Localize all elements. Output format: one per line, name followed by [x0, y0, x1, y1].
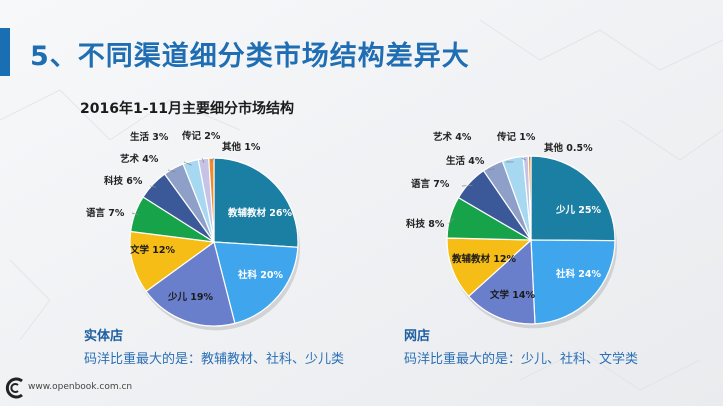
- slice-label: 语言 7%: [411, 178, 450, 190]
- slice-label: 生活 4%: [446, 155, 485, 167]
- caption-body: 码洋比重最大的是：教辅教材、社科、少儿类: [84, 352, 345, 367]
- slice-label: 社科 24%: [555, 268, 602, 280]
- slice-label: 文学 14%: [489, 289, 536, 301]
- leader-line: [487, 168, 495, 171]
- slice-label: 教辅教材 12%: [451, 253, 517, 265]
- slice-label: 少儿 19%: [167, 291, 214, 303]
- caption-online-store: 网店 码洋比重最大的是：少儿、社科、文学类: [404, 325, 638, 367]
- pie-chart-physical-store: 教辅教材 26% 社科 20% 少儿 19% 文学 12% 语言 7% 科技 6% 艺术 4…: [86, 130, 300, 331]
- leader-line: [167, 169, 176, 173]
- slice-label: 艺术 4%: [433, 131, 472, 143]
- slice-label: 社科 20%: [237, 269, 284, 281]
- slice-label: 少儿 25%: [555, 204, 602, 216]
- slide-title: 5、不同渠道细分类市场结构差异大: [30, 41, 470, 72]
- title-accent: [0, 28, 10, 76]
- slice-label: 教辅教材 26%: [227, 207, 293, 219]
- slice-label: 科技 8%: [406, 218, 445, 230]
- slice-label: 传记 1%: [496, 131, 536, 143]
- pie-slice-1: [530, 155, 616, 242]
- title-bar: 5、不同渠道细分类市场结构差异大: [0, 28, 723, 76]
- slice-label: 传记 2%: [181, 130, 221, 142]
- openbook-logo-icon: [5, 377, 23, 399]
- leader-line: [211, 157, 215, 163]
- slice-label: 其他 1%: [222, 141, 261, 153]
- slice-label: 语言 7%: [86, 207, 125, 219]
- pie-slice-2: [530, 239, 616, 325]
- caption-head: 网店: [404, 329, 431, 344]
- caption-physical-store: 实体店 码洋比重最大的是：教辅教材、社科、少儿类: [84, 325, 344, 367]
- slice-label: 其他 0.5%: [544, 142, 593, 154]
- caption-head: 实体店: [84, 329, 124, 344]
- caption-body: 码洋比重最大的是：少儿、社科、文学类: [404, 352, 639, 367]
- pie-rim: [446, 155, 616, 325]
- slice-label: 文学 12%: [129, 244, 176, 256]
- leader-line: [521, 157, 527, 161]
- pie-rim: [129, 157, 299, 327]
- footer-url: www.openbook.com.cn: [28, 382, 133, 392]
- pie-chart-online-store: 少儿 25% 社科 24% 文学 14% 教辅教材 12% 科技 8% 语言 7% 生活 4…: [406, 131, 617, 329]
- pie-slice-1: [213, 157, 299, 248]
- slice-label: 艺术 4%: [120, 153, 159, 165]
- slice-label: 科技 6%: [104, 175, 143, 187]
- chart-subtitle: 2016年1-11月主要细分市场结构: [80, 101, 294, 117]
- slice-label: 生活 3%: [130, 131, 169, 143]
